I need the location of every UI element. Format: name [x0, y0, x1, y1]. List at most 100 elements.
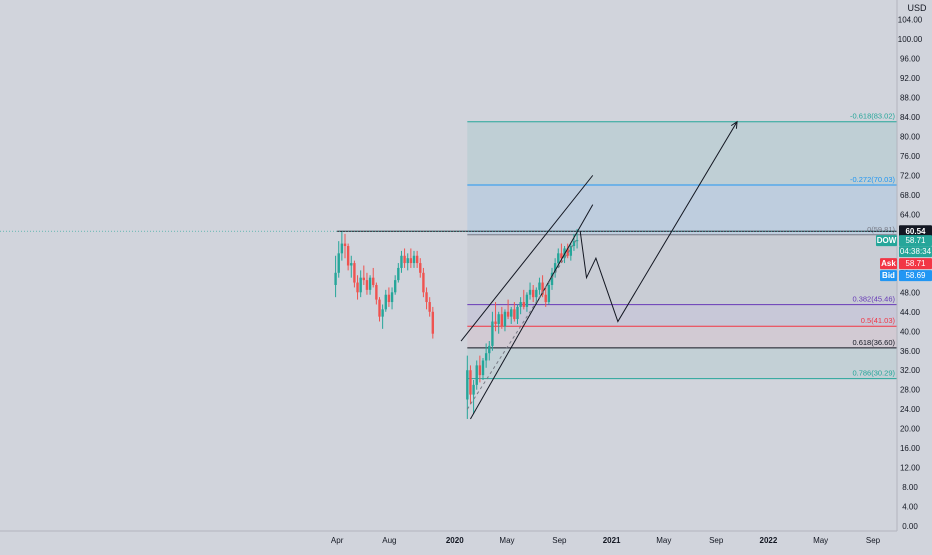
candle-body	[525, 294, 529, 307]
candle-body	[403, 255, 406, 264]
fib-level-label: 0.5(41.03)	[861, 316, 896, 325]
candle-body	[359, 277, 362, 293]
candle-body	[544, 294, 547, 303]
candle-body	[516, 306, 519, 320]
candle-body	[340, 243, 344, 254]
candle-body	[372, 277, 375, 285]
candle-body	[503, 311, 507, 327]
fib-zone	[467, 304, 897, 327]
candle-body	[415, 255, 419, 264]
y-tick-label: 4.00	[902, 503, 918, 512]
x-tick-label: Sep	[709, 536, 724, 545]
channel-mid-dashed[interactable]	[466, 238, 578, 410]
candle-body	[478, 365, 482, 376]
candle-body	[409, 258, 413, 264]
y-tick-label: 72.00	[900, 171, 921, 180]
candle-body	[522, 302, 525, 307]
x-tick-label: Sep	[552, 536, 567, 545]
projection-arrowhead	[730, 120, 738, 129]
y-tick-label: 84.00	[900, 113, 921, 122]
fib-level-label: -0.272(70.03)	[850, 175, 896, 184]
symbol-price-tag: 58.71	[905, 236, 926, 245]
candle-body	[406, 258, 409, 264]
candle-body	[337, 253, 340, 273]
y-tick-label: 32.00	[900, 366, 921, 375]
x-tick-label: May	[656, 536, 671, 545]
projection-path[interactable]	[579, 121, 738, 323]
candle-body	[553, 263, 557, 273]
y-tick-label: 36.00	[900, 347, 921, 356]
candle-body	[400, 255, 403, 268]
candle-body	[500, 314, 504, 327]
symbol-name-tag: DOW	[877, 236, 897, 245]
fib-level-label: 0.382(45.46)	[852, 295, 895, 304]
y-tick-label: 8.00	[902, 483, 918, 492]
fib-zone	[467, 234, 897, 305]
candle-body	[472, 384, 475, 395]
y-tick-label: 80.00	[900, 132, 921, 141]
candle-body	[572, 241, 576, 247]
y-tick-label: 100.00	[898, 35, 923, 44]
current-price-tag: 60.54	[905, 227, 926, 236]
y-tick-label: 64.00	[900, 210, 921, 219]
candle-body	[566, 248, 569, 256]
y-tick-label: 12.00	[900, 464, 921, 473]
y-tick-label: 16.00	[900, 444, 921, 453]
y-tick-label: 40.00	[900, 327, 921, 336]
candle-body	[334, 272, 337, 285]
x-tick-label: Apr	[331, 536, 344, 545]
candle-body	[535, 289, 538, 298]
candle-body	[425, 292, 428, 303]
candle-body	[510, 309, 513, 317]
bid-name-tag-bg	[880, 270, 897, 282]
y-tick-label: 88.00	[900, 93, 921, 102]
candle-body	[362, 277, 366, 281]
candle-body	[397, 267, 400, 281]
candle-body	[557, 253, 560, 264]
candle-body	[343, 243, 347, 247]
candle-body	[378, 299, 381, 317]
candle-body	[375, 284, 378, 300]
channel-upper-line[interactable]	[460, 175, 594, 342]
ask-price-tag-bg	[899, 258, 932, 270]
candle-body	[365, 280, 369, 290]
candle-body	[550, 272, 554, 285]
candle-body	[569, 246, 573, 256]
bid-price-tag: 58.69	[905, 271, 926, 280]
candle-body	[547, 284, 551, 303]
x-tick-label: 2020	[446, 536, 464, 545]
x-tick-label: 2021	[603, 536, 621, 545]
currency-label: USD	[907, 3, 927, 13]
y-tick-label: 92.00	[900, 74, 921, 83]
x-tick-label: Aug	[382, 536, 396, 545]
fib-level-label: 0.786(30.29)	[852, 369, 895, 378]
bid-name-tag: Bid	[882, 271, 895, 280]
candle-body	[469, 370, 472, 395]
candle-body	[387, 294, 391, 303]
x-tick-label: May	[813, 536, 828, 545]
candle-body	[497, 314, 500, 324]
candle-body	[538, 282, 541, 290]
candle-body	[513, 309, 516, 320]
candle-body	[541, 282, 544, 295]
symbol-countdown-tag-bg	[899, 246, 932, 258]
x-tick-label: Sep	[866, 536, 881, 545]
candle-body	[419, 263, 422, 273]
candle-body	[428, 302, 431, 312]
x-tick-label: May	[499, 536, 514, 545]
channel-lower-line[interactable]	[470, 204, 594, 420]
candle-body	[475, 365, 478, 385]
ask-name-tag: Ask	[881, 259, 896, 268]
symbol-name-tag-bg	[876, 235, 897, 247]
fib-zone	[467, 326, 897, 348]
y-tick-label: 20.00	[900, 425, 921, 434]
y-tick-label: 104.00	[898, 15, 923, 24]
candle-body	[531, 289, 535, 298]
candle-body	[431, 311, 435, 334]
y-tick-label: 76.00	[900, 152, 921, 161]
fib-level-label: 0(59.81)	[867, 225, 895, 234]
candle-body	[575, 240, 579, 242]
y-tick-label: 48.00	[900, 288, 921, 297]
